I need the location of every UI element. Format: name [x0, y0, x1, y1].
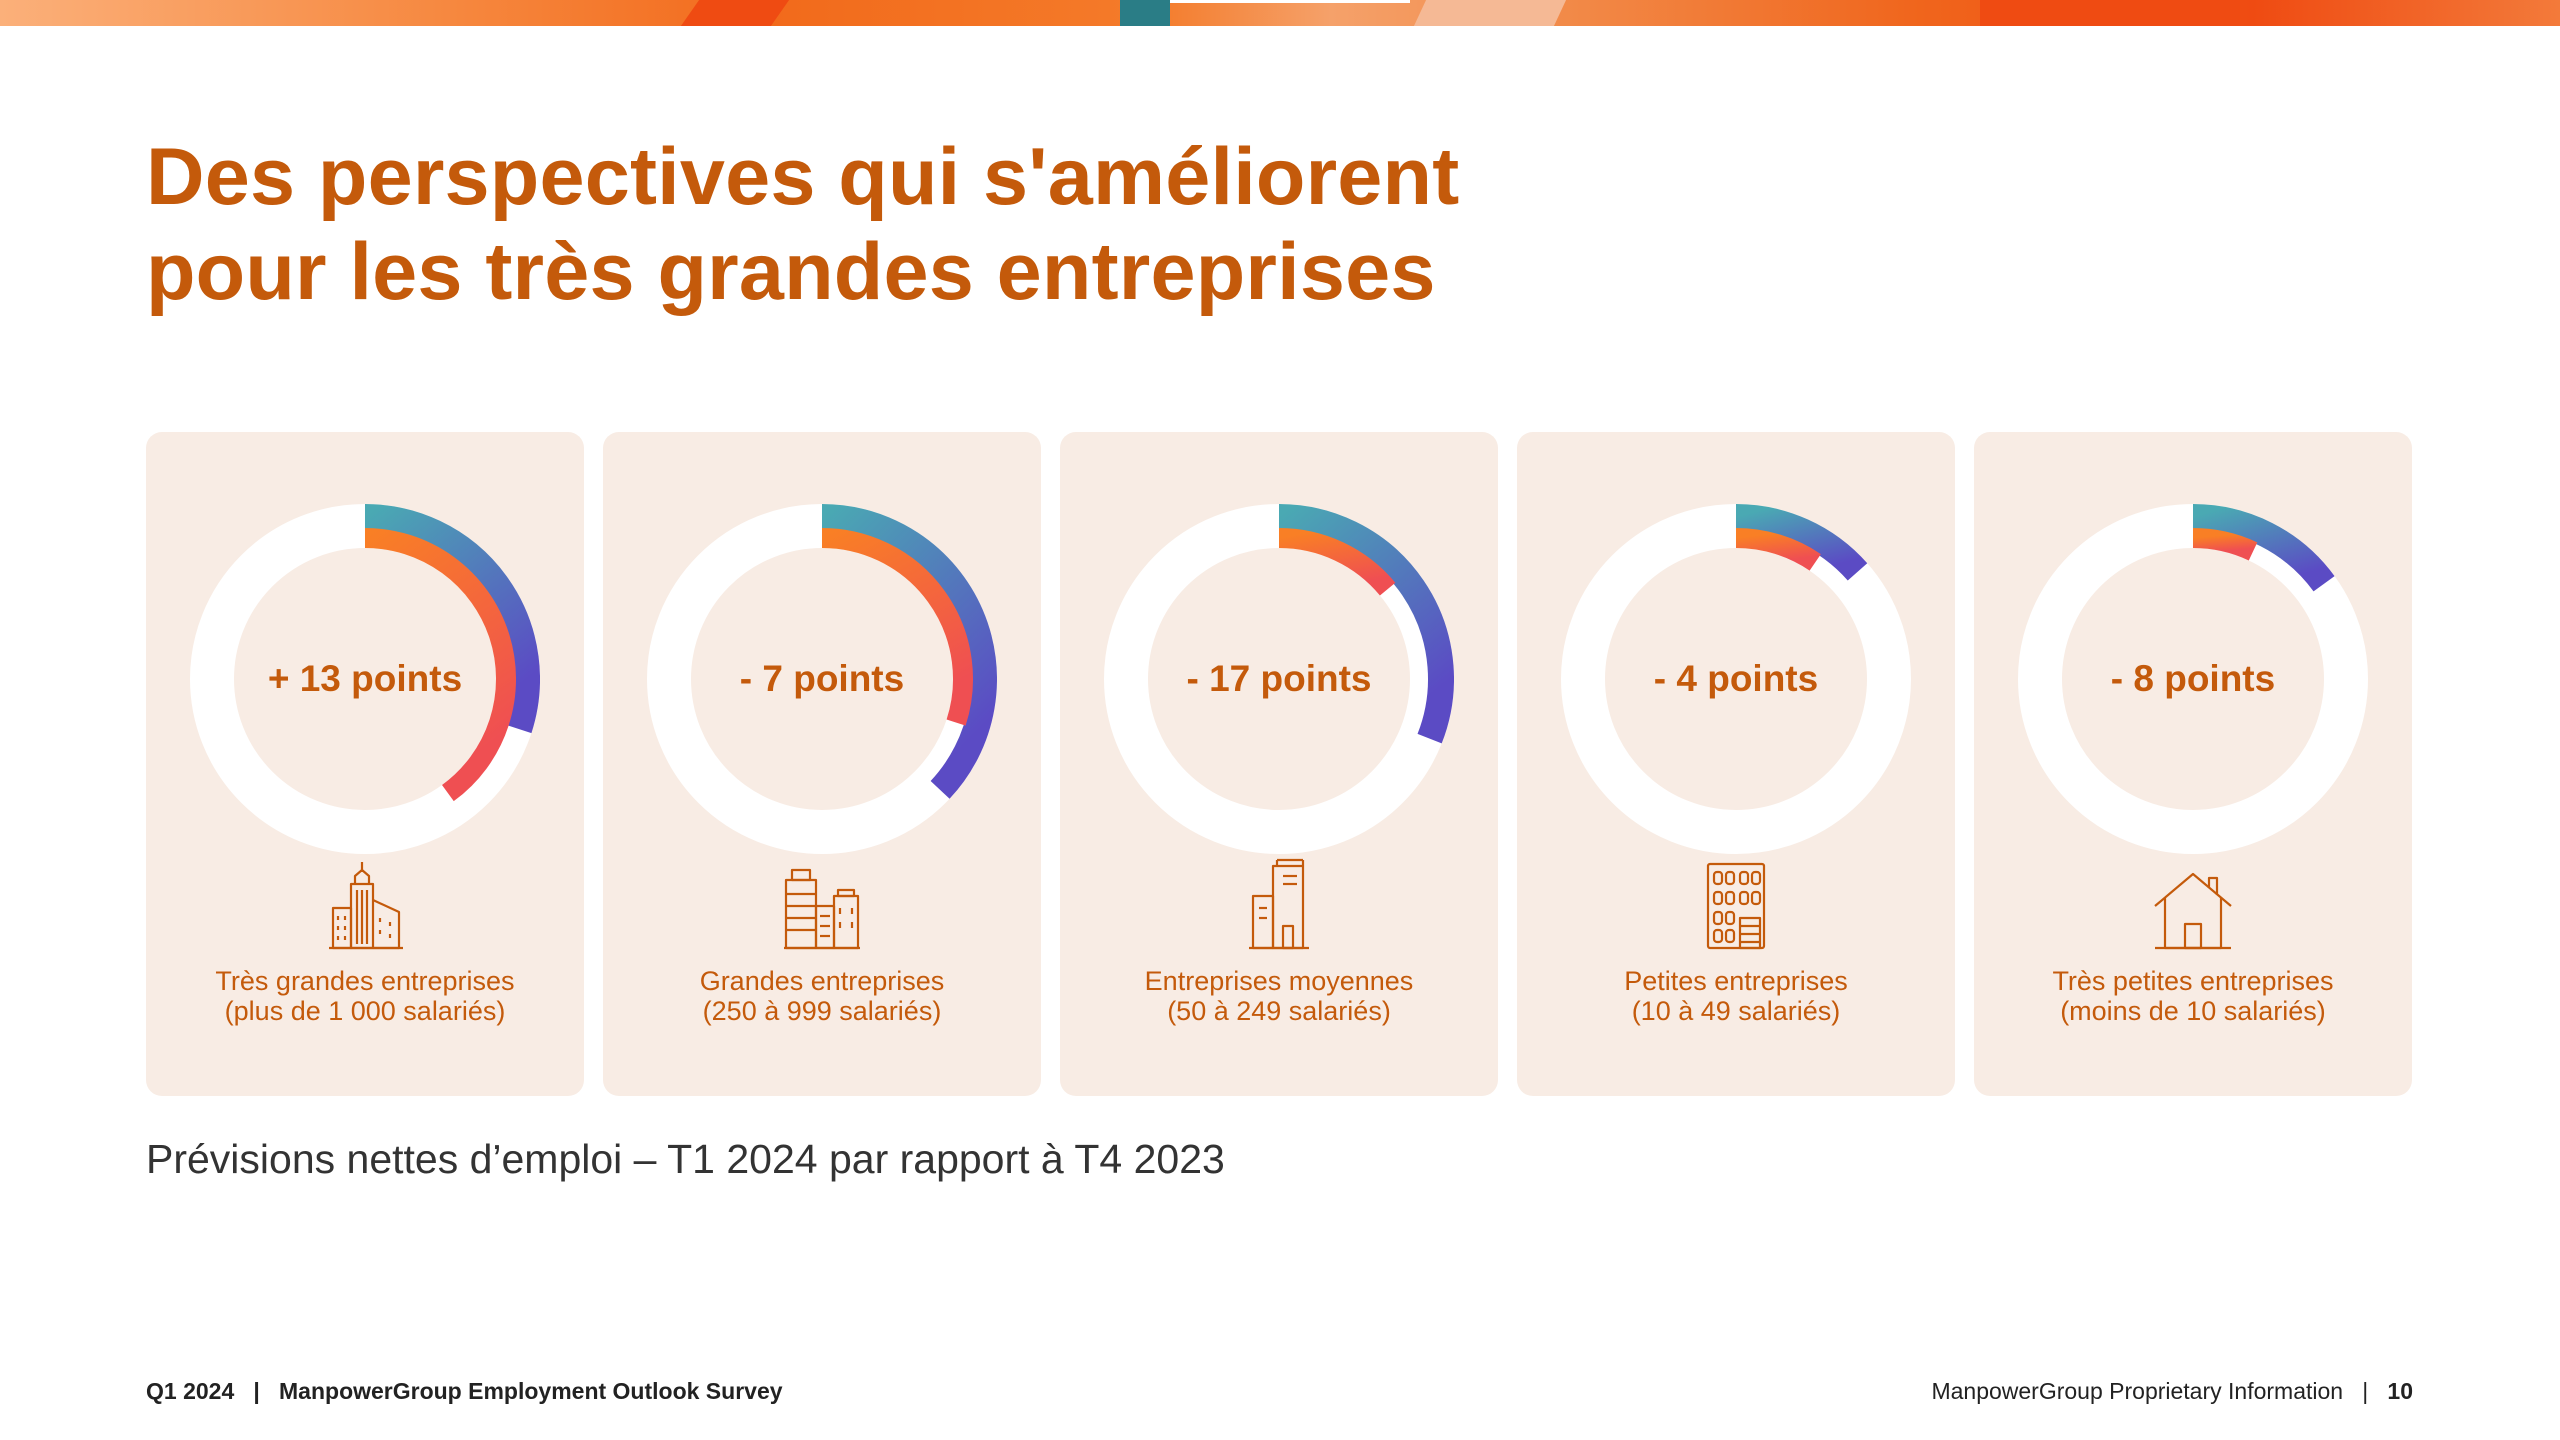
donut-ring	[1561, 504, 1911, 854]
footer-survey-title: Q1 2024 | ManpowerGroup Employment Outlo…	[146, 1378, 783, 1404]
inner-arc	[1278, 528, 1396, 596]
category-label: Petites entreprises	[1624, 966, 1848, 996]
outer-arc	[821, 504, 997, 799]
size-card: + 13 points Très grandes entreprises (pl…	[146, 432, 584, 1096]
footer-proprietary: ManpowerGroup Proprietary Information | …	[1931, 1378, 2413, 1405]
inner-arc	[2192, 528, 2258, 561]
category-sublabel: (50 à 249 salariés)	[1167, 996, 1391, 1026]
inner-arc	[364, 528, 516, 802]
category-sublabel: (250 à 999 salariés)	[702, 996, 942, 1026]
category-sublabel: (moins de 10 salariés)	[2060, 996, 2326, 1026]
donut-ring	[190, 504, 540, 854]
band-shape	[680, 0, 790, 26]
net-change-value: - 17 points	[1186, 658, 1372, 699]
office-buildings-icon	[784, 868, 860, 950]
house-icon	[2154, 872, 2232, 950]
category-sublabel: (plus de 1 000 salariés)	[224, 996, 506, 1026]
band-shape	[1980, 0, 2240, 26]
chart-caption: Prévisions nettes d’emploi – T1 2024 par…	[146, 1136, 1225, 1182]
size-card: - 17 points Entreprises moyennes (50 à 2…	[1060, 432, 1498, 1096]
net-change-value: - 7 points	[739, 658, 905, 699]
small-building-icon	[1706, 862, 1766, 950]
mid-building-icon	[1249, 858, 1309, 950]
band-shape	[1170, 0, 1410, 3]
outer-arc	[1278, 504, 1454, 744]
size-card: - 7 points Grandes entreprises (250 à 99…	[603, 432, 1041, 1096]
category-label: Très grandes entreprises	[215, 966, 515, 996]
footer-proprietary-text: ManpowerGroup Proprietary Information |	[1931, 1378, 2388, 1404]
net-change-value: - 4 points	[1653, 658, 1819, 699]
donut-ring	[2018, 504, 2368, 854]
donut-ring	[647, 504, 997, 854]
outer-arc	[1735, 504, 1868, 581]
inner-arc	[821, 528, 973, 726]
outer-arc	[2192, 504, 2335, 592]
donut-ring	[1104, 504, 1454, 854]
page-number: 10	[2387, 1378, 2413, 1404]
skyscraper-icon	[329, 862, 403, 950]
category-label: Très petites entreprises	[2052, 966, 2334, 996]
size-card: - 4 points Petites entreprises (10 à 49 …	[1517, 432, 1955, 1096]
category-label: Grandes entreprises	[699, 966, 945, 996]
category-sublabel: (10 à 49 salariés)	[1631, 996, 1841, 1026]
page-title: Des perspectives qui s'améliorent pour l…	[146, 132, 1460, 317]
category-label: Entreprises moyennes	[1144, 966, 1414, 996]
net-change-value: - 8 points	[2110, 658, 2276, 699]
band-shape	[1120, 0, 1170, 26]
top-decorative-band	[0, 0, 2560, 26]
outer-arc	[364, 504, 540, 734]
net-change-value: + 13 points	[267, 658, 463, 699]
inner-arc	[1735, 528, 1821, 571]
size-card: - 8 points Très petites entreprises (moi…	[1974, 432, 2412, 1096]
band-shape	[1413, 0, 1567, 26]
